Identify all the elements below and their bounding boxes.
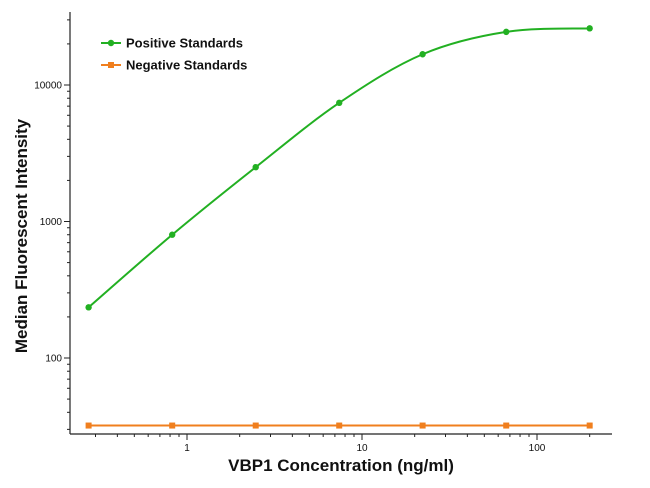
data-point	[168, 231, 176, 238]
series	[85, 25, 593, 429]
data-point	[252, 422, 259, 429]
legend-label: Negative Standards	[126, 58, 247, 73]
legend-marker	[107, 39, 115, 47]
ticks	[64, 19, 591, 440]
data-point	[85, 422, 92, 429]
data-point	[586, 25, 593, 32]
legend-label: Positive Standards	[126, 36, 243, 51]
data-point	[586, 422, 593, 429]
x-tick-label: 10	[356, 443, 368, 454]
y-axis-title: Median Fluorescent Intensity	[12, 118, 31, 353]
x-axis-title: VBP1 Concentration (ng/ml)	[228, 456, 454, 475]
data-point	[503, 422, 510, 429]
tick-labels: 1 10 100 100 1000 10000	[34, 81, 546, 455]
data-point	[252, 163, 259, 171]
x-tick-label: 100	[529, 443, 546, 454]
data-point	[503, 28, 510, 36]
data-point	[419, 422, 426, 429]
data-point	[169, 422, 176, 429]
y-tick-label: 10000	[34, 81, 62, 92]
data-point	[85, 304, 92, 311]
legend-marker	[108, 62, 114, 68]
x-tick-label: 1	[184, 443, 190, 454]
data-point	[336, 99, 343, 107]
data-point	[419, 51, 426, 58]
y-tick-label: 100	[45, 354, 62, 365]
data-point	[336, 422, 343, 429]
axes	[69, 12, 612, 435]
legend: Positive Standards Negative Standards	[101, 36, 247, 73]
y-tick-label: 1000	[40, 217, 63, 228]
